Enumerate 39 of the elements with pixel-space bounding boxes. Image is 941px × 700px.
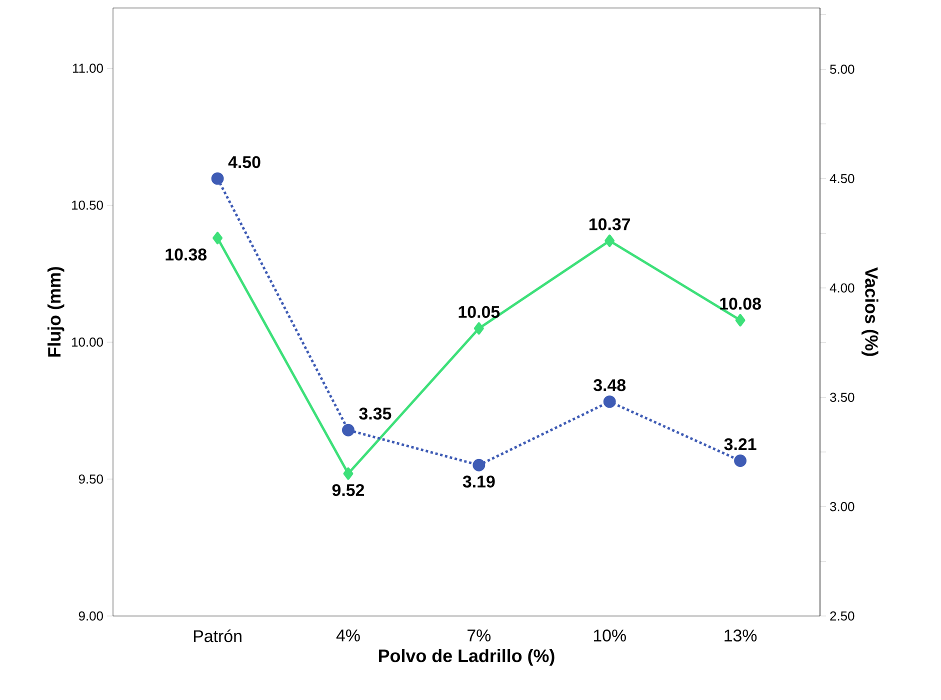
data-label: 4.50: [228, 156, 260, 168]
data-label: 10.05: [458, 306, 500, 318]
y2-axis-title: Vacios (%): [862, 267, 878, 356]
data-label: 3.35: [359, 408, 392, 420]
point: [212, 232, 223, 244]
data-label: 9.52: [332, 484, 364, 496]
x-tick-label: 7%: [468, 630, 491, 642]
x-axis-title: Polvo de Ladrillo (%): [379, 648, 554, 666]
point: [342, 424, 354, 436]
y2-tick-label: 3.50: [830, 392, 854, 402]
data-label: 3.19: [462, 476, 495, 488]
data-label: 10.37: [589, 218, 630, 230]
point: [604, 234, 615, 248]
y2-tick-label: 5.00: [830, 64, 854, 74]
y-tick-label: 10.50: [72, 200, 103, 210]
x-tick-label: 13%: [724, 630, 757, 642]
point: [343, 467, 354, 480]
y2-tick-label: 4.00: [830, 283, 854, 293]
x-tick-label: Patrón: [194, 630, 242, 642]
point: [734, 454, 747, 467]
y-tick-label: 11.00: [73, 64, 103, 73]
point: [735, 314, 746, 326]
y-tick-label: 9.50: [78, 474, 103, 484]
point: [211, 172, 224, 185]
y2-tick-label: 2.50: [830, 611, 854, 621]
point: [472, 458, 486, 472]
x-tick-label: 10%: [594, 630, 626, 642]
point: [603, 395, 616, 408]
x-tick-label: 4%: [336, 630, 360, 642]
y-axis-title: Flujo (mm): [48, 267, 64, 357]
point: [474, 322, 484, 335]
data-label: 10.08: [720, 298, 761, 310]
y2-tick-label: 4.50: [830, 174, 854, 184]
data-label: 3.48: [594, 379, 626, 392]
y-tick-label: 9.00: [78, 611, 103, 621]
data-label: 3.21: [724, 438, 756, 450]
y2-tick-label: 3.00: [830, 502, 854, 512]
data-label: 10.38: [166, 248, 207, 261]
y-tick-label: 10.00: [72, 338, 103, 347]
